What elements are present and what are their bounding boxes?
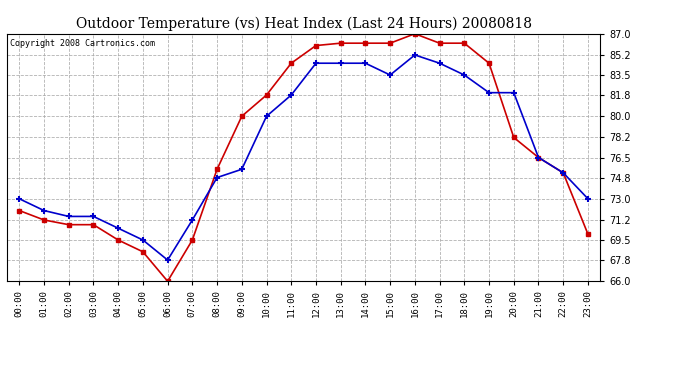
Text: Copyright 2008 Cartronics.com: Copyright 2008 Cartronics.com xyxy=(10,39,155,48)
Title: Outdoor Temperature (vs) Heat Index (Last 24 Hours) 20080818: Outdoor Temperature (vs) Heat Index (Las… xyxy=(76,17,531,31)
